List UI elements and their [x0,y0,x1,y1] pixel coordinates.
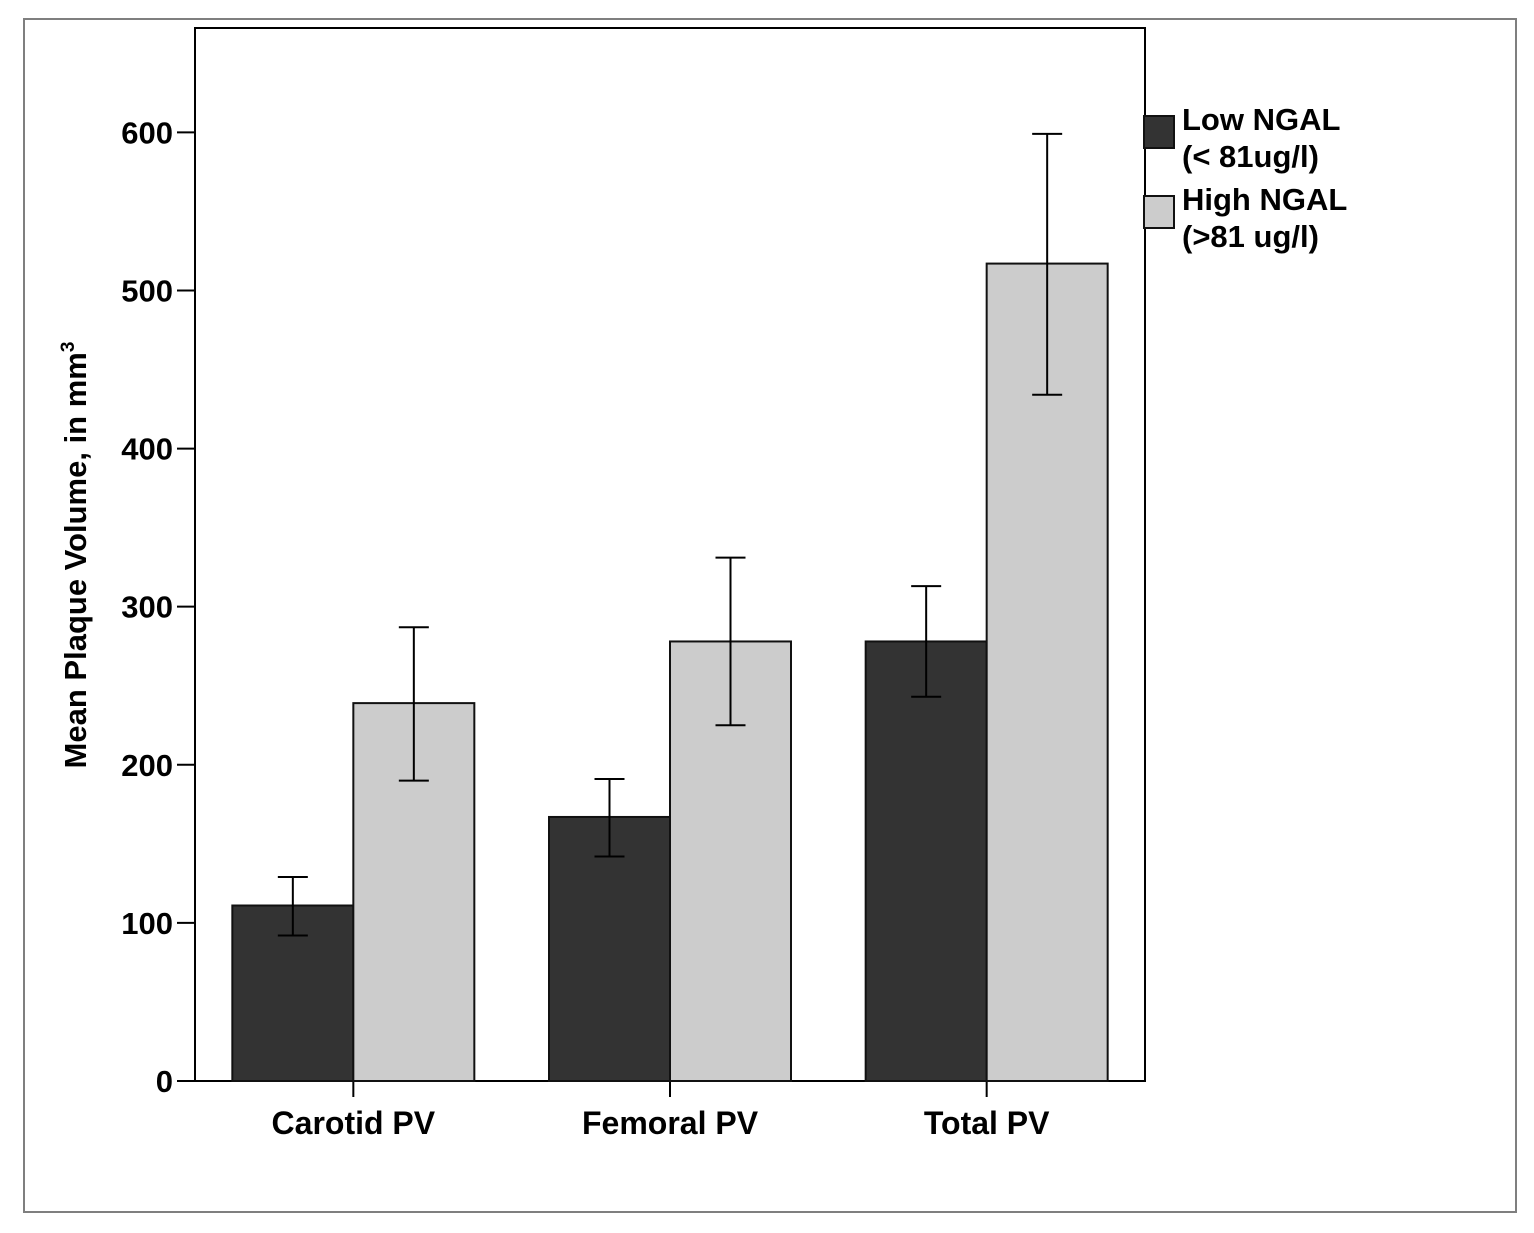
legend-label: (< 81ug/l) [1182,139,1319,174]
y-tick-label: 400 [121,432,173,467]
x-axis: Carotid PV Femoral PV Total PV [272,1081,1050,1141]
bar [231,904,355,1082]
error-bar [398,626,429,782]
bar [864,640,988,1082]
error-bar [911,585,942,698]
y-tick-label: 500 [121,273,173,308]
x-tick-label: Femoral PV [582,1105,759,1141]
y-axis-label-superscript: 3 [58,342,79,353]
legend-label: High NGAL [1182,182,1347,217]
y-tick-label: 200 [121,748,173,783]
legend-swatch [1143,195,1175,229]
bars [231,262,1109,1083]
error-bar [715,556,746,727]
error-bar [277,876,308,937]
y-tick-label: 600 [121,115,173,150]
legend: Low NGAL(< 81ug/l) High NGAL(>81 ug/l) [1143,102,1347,254]
error-bar [1032,132,1063,396]
error-bars [277,132,1063,937]
x-tick-label: Carotid PV [272,1105,436,1141]
y-tick-label: 300 [121,590,173,625]
y-axis-label: Mean Plaque Volume, in mm3 [58,342,93,769]
bar [548,815,671,1082]
y-axis-label-text: Mean Plaque Volume, in mm [58,352,93,768]
y-tick-label: 100 [121,906,173,941]
x-tick-label: Total PV [924,1105,1050,1141]
y-axis: 0 100 200 300 400 500 600 [121,115,195,1099]
bar [985,262,1109,1083]
legend-label: (>81 ug/l) [1182,219,1319,254]
error-bar [594,778,625,858]
legend-swatch [1143,115,1175,149]
legend-label: Low NGAL [1182,102,1340,137]
y-tick-label: 0 [156,1064,173,1099]
